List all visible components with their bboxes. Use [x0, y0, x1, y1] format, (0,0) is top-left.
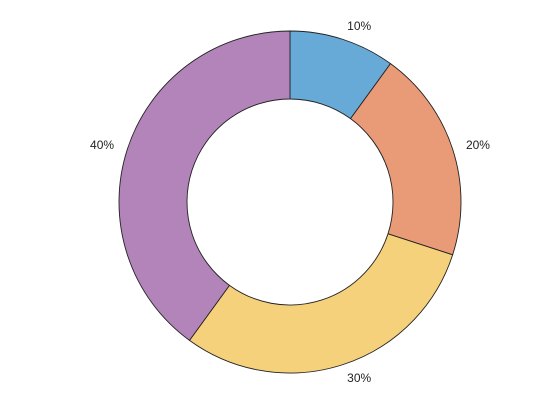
donut-slices — [118, 30, 462, 374]
slice-label-4: 40% — [90, 138, 114, 152]
slice-labels: 10% 20% 30% 40% — [90, 19, 490, 385]
slice-label-1: 10% — [347, 19, 371, 33]
donut-slice-3 — [189, 233, 454, 374]
slice-label-3: 30% — [347, 371, 371, 385]
donut-slice-4 — [118, 30, 291, 341]
slice-label-2: 20% — [466, 138, 490, 152]
